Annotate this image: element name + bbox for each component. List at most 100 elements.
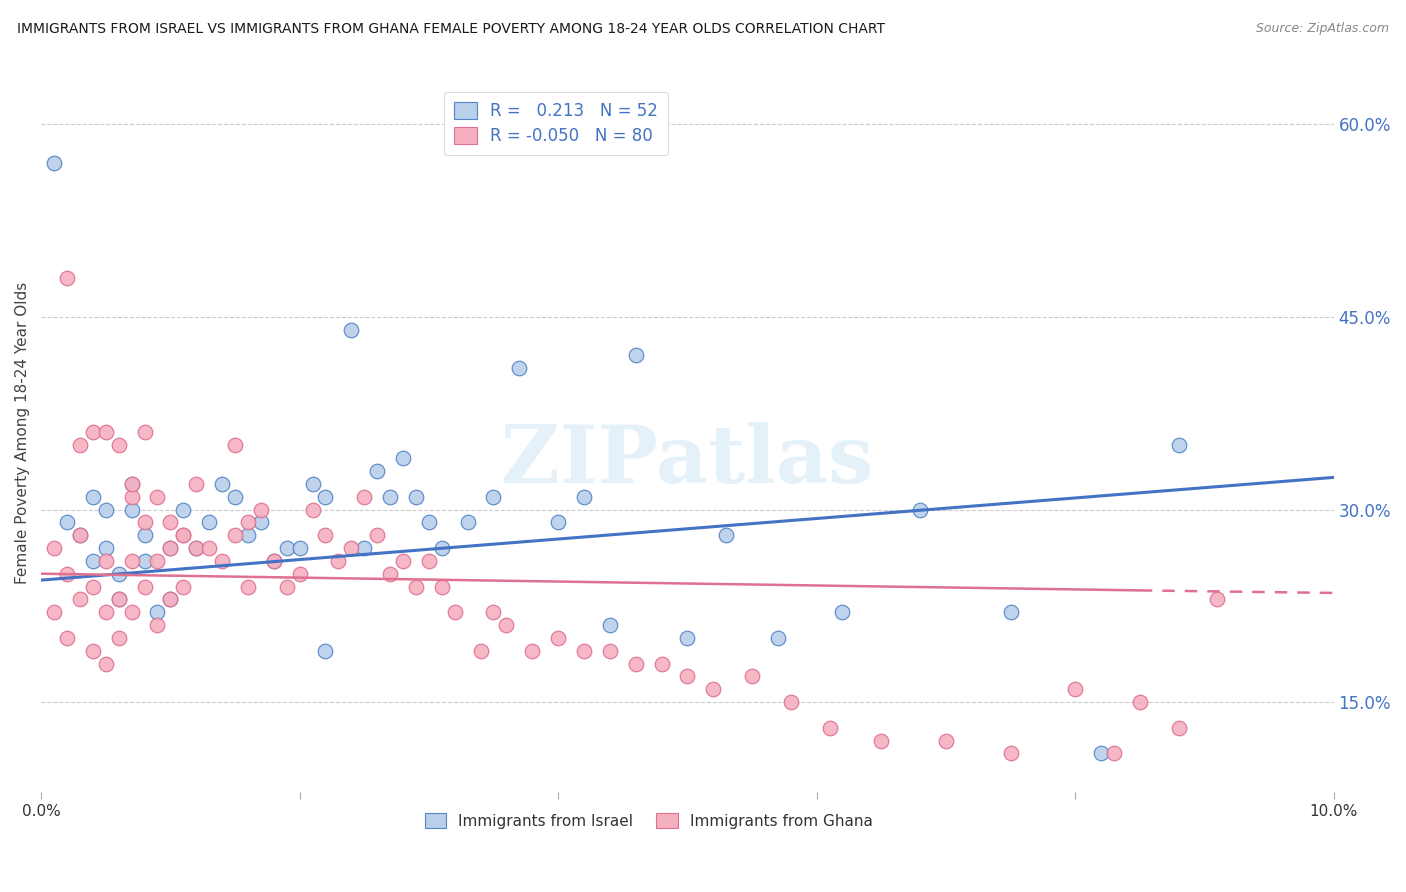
Point bbox=[676, 631, 699, 645]
Point bbox=[236, 516, 259, 530]
Point bbox=[702, 682, 724, 697]
Point bbox=[159, 516, 181, 530]
Point bbox=[1000, 747, 1022, 761]
Point bbox=[495, 618, 517, 632]
Point bbox=[779, 695, 801, 709]
Point bbox=[378, 490, 401, 504]
Point bbox=[263, 554, 285, 568]
Point bbox=[236, 580, 259, 594]
Point bbox=[159, 541, 181, 555]
Point bbox=[42, 541, 65, 555]
Point bbox=[224, 490, 246, 504]
Point bbox=[134, 528, 156, 542]
Text: Source: ZipAtlas.com: Source: ZipAtlas.com bbox=[1256, 22, 1389, 36]
Point bbox=[482, 605, 505, 619]
Point bbox=[1064, 682, 1087, 697]
Point bbox=[134, 425, 156, 440]
Point bbox=[69, 592, 91, 607]
Point bbox=[340, 541, 363, 555]
Point bbox=[314, 528, 336, 542]
Point bbox=[186, 541, 208, 555]
Point bbox=[159, 541, 181, 555]
Point bbox=[159, 592, 181, 607]
Point bbox=[378, 566, 401, 581]
Point bbox=[366, 528, 388, 542]
Point bbox=[340, 323, 363, 337]
Point bbox=[94, 657, 117, 671]
Point bbox=[1129, 695, 1152, 709]
Point bbox=[1000, 605, 1022, 619]
Point bbox=[94, 541, 117, 555]
Point bbox=[405, 490, 427, 504]
Point bbox=[146, 618, 169, 632]
Point bbox=[121, 502, 143, 516]
Point bbox=[392, 554, 415, 568]
Point bbox=[276, 541, 298, 555]
Point bbox=[69, 528, 91, 542]
Text: IMMIGRANTS FROM ISRAEL VS IMMIGRANTS FROM GHANA FEMALE POVERTY AMONG 18-24 YEAR : IMMIGRANTS FROM ISRAEL VS IMMIGRANTS FRO… bbox=[17, 22, 884, 37]
Point bbox=[198, 541, 221, 555]
Point bbox=[224, 438, 246, 452]
Point bbox=[134, 554, 156, 568]
Point bbox=[366, 464, 388, 478]
Point bbox=[276, 580, 298, 594]
Point bbox=[935, 733, 957, 747]
Point bbox=[94, 554, 117, 568]
Point bbox=[263, 554, 285, 568]
Point bbox=[211, 476, 233, 491]
Point bbox=[56, 566, 79, 581]
Point bbox=[146, 554, 169, 568]
Point bbox=[572, 490, 595, 504]
Point bbox=[547, 631, 569, 645]
Point bbox=[186, 541, 208, 555]
Point bbox=[624, 348, 647, 362]
Point bbox=[624, 657, 647, 671]
Point bbox=[457, 516, 479, 530]
Point bbox=[1102, 747, 1125, 761]
Point bbox=[42, 156, 65, 170]
Point bbox=[146, 490, 169, 504]
Point bbox=[1167, 721, 1189, 735]
Point bbox=[676, 669, 699, 683]
Point bbox=[522, 644, 544, 658]
Point bbox=[250, 502, 273, 516]
Point bbox=[69, 438, 91, 452]
Point bbox=[94, 502, 117, 516]
Point bbox=[250, 516, 273, 530]
Legend: Immigrants from Israel, Immigrants from Ghana: Immigrants from Israel, Immigrants from … bbox=[419, 807, 879, 835]
Point bbox=[94, 605, 117, 619]
Point bbox=[353, 490, 375, 504]
Point bbox=[831, 605, 853, 619]
Point bbox=[1167, 438, 1189, 452]
Point bbox=[418, 516, 440, 530]
Point bbox=[908, 502, 931, 516]
Point bbox=[121, 605, 143, 619]
Point bbox=[186, 476, 208, 491]
Point bbox=[418, 554, 440, 568]
Point bbox=[107, 631, 129, 645]
Point bbox=[172, 502, 194, 516]
Point bbox=[870, 733, 893, 747]
Point bbox=[392, 451, 415, 466]
Point bbox=[107, 592, 129, 607]
Point bbox=[301, 476, 323, 491]
Point bbox=[107, 438, 129, 452]
Point bbox=[224, 528, 246, 542]
Point bbox=[314, 490, 336, 504]
Point bbox=[314, 644, 336, 658]
Point bbox=[172, 528, 194, 542]
Point bbox=[82, 490, 104, 504]
Point bbox=[82, 425, 104, 440]
Point bbox=[56, 631, 79, 645]
Point bbox=[328, 554, 350, 568]
Point bbox=[547, 516, 569, 530]
Text: ZIPatlas: ZIPatlas bbox=[502, 422, 873, 500]
Point bbox=[69, 528, 91, 542]
Point bbox=[430, 541, 453, 555]
Point bbox=[741, 669, 763, 683]
Point bbox=[172, 528, 194, 542]
Point bbox=[818, 721, 841, 735]
Point bbox=[766, 631, 789, 645]
Point bbox=[134, 516, 156, 530]
Point bbox=[236, 528, 259, 542]
